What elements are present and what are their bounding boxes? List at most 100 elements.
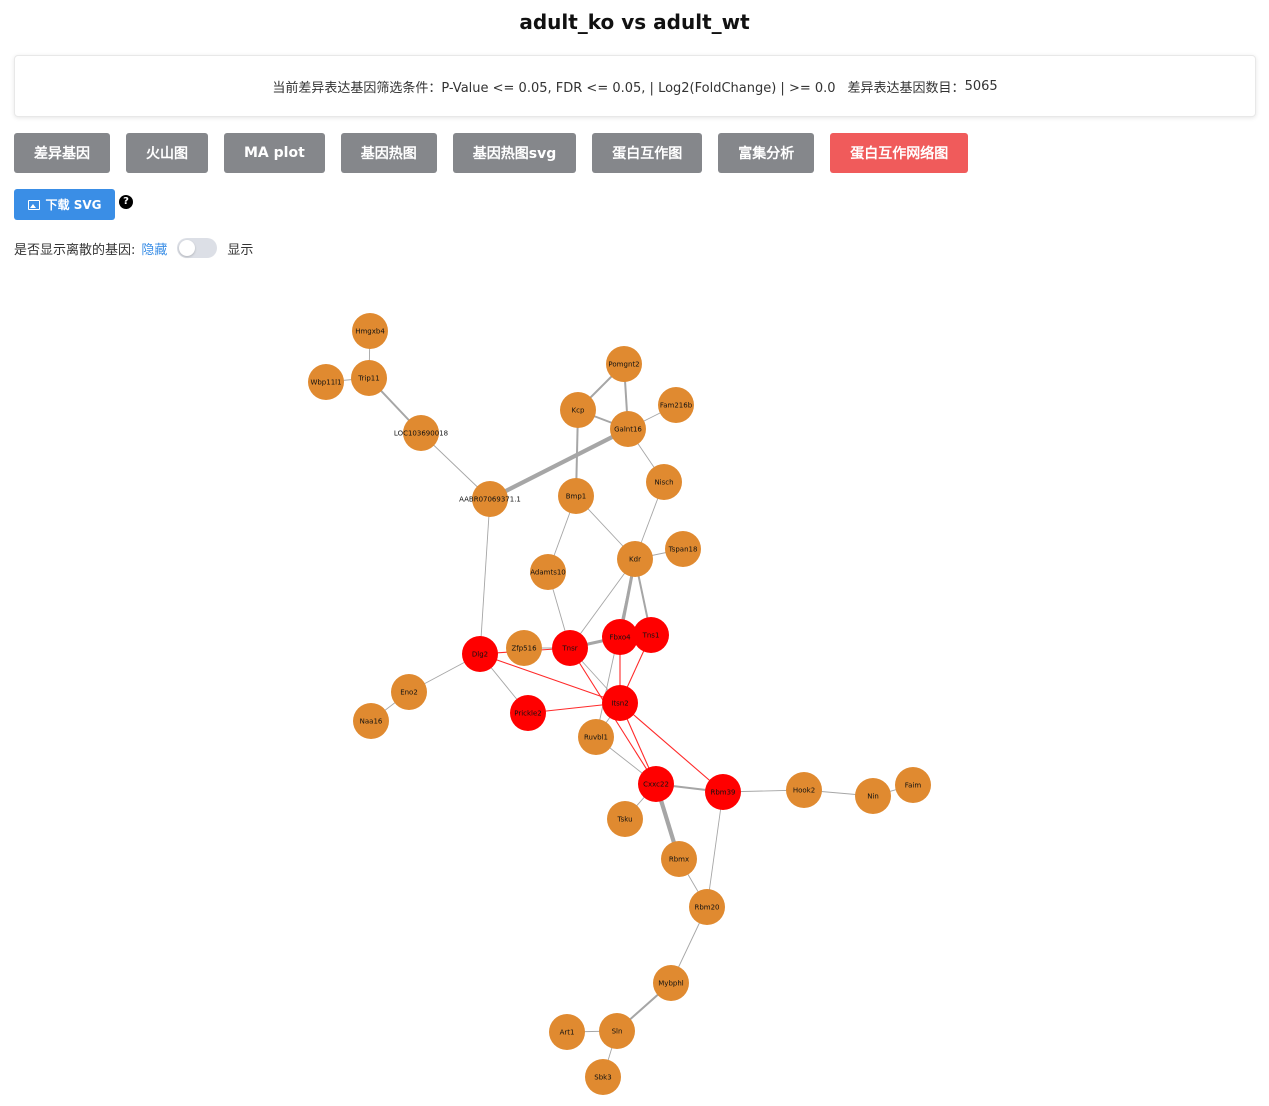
node-aabr07069371-1[interactable]: AABR07069371.1 bbox=[459, 481, 521, 517]
node-kcp[interactable]: Kcp bbox=[560, 392, 596, 428]
node-hmgxb4[interactable]: Hmgxb4 bbox=[352, 313, 388, 349]
deg-count-value: 5065 bbox=[964, 78, 998, 94]
node-dlg2[interactable]: Dlg2 bbox=[462, 636, 498, 672]
node-prickle2[interactable]: Prickle2 bbox=[510, 695, 546, 731]
node-rbm39[interactable]: Rbm39 bbox=[705, 774, 741, 810]
node-circle[interactable] bbox=[599, 1013, 635, 1049]
node-naa16[interactable]: Naa16 bbox=[353, 703, 389, 739]
node-circle[interactable] bbox=[462, 636, 498, 672]
node-circle[interactable] bbox=[510, 695, 546, 731]
node-circle[interactable] bbox=[602, 619, 638, 655]
node-circle[interactable] bbox=[472, 481, 508, 517]
tab-enrichment-analysis[interactable]: 富集分析 bbox=[718, 133, 815, 173]
download-svg-button[interactable]: 下载 SVG bbox=[14, 189, 115, 220]
tab-protein-interaction[interactable]: 蛋白互作图 bbox=[592, 133, 703, 173]
tab-ppi-network[interactable]: 蛋白互作网络图 bbox=[830, 133, 969, 173]
node-itsn2[interactable]: Itsn2 bbox=[602, 685, 638, 721]
edge-dlg2-itsn2 bbox=[479, 653, 621, 704]
node-label: Fbxo4 bbox=[609, 634, 631, 642]
isolated-genes-switch[interactable] bbox=[177, 238, 218, 258]
tab-gene-heatmap[interactable]: 基因热图 bbox=[340, 133, 437, 173]
node-zfp516[interactable]: Zfp516 bbox=[506, 630, 542, 666]
node-hook2[interactable]: Hook2 bbox=[786, 772, 822, 808]
node-kdr[interactable]: Kdr bbox=[617, 541, 653, 577]
show-option-label[interactable]: 显示 bbox=[227, 242, 254, 258]
node-circle[interactable] bbox=[786, 772, 822, 808]
node-circle[interactable] bbox=[602, 685, 638, 721]
node-circle[interactable] bbox=[646, 464, 682, 500]
node-circle[interactable] bbox=[391, 674, 427, 710]
node-fbxo4[interactable]: Fbxo4 bbox=[602, 619, 638, 655]
node-circle[interactable] bbox=[665, 531, 701, 567]
node-circle[interactable] bbox=[617, 541, 653, 577]
node-label: Art1 bbox=[560, 1029, 575, 1037]
node-circle[interactable] bbox=[661, 841, 697, 877]
node-circle[interactable] bbox=[558, 478, 594, 514]
node-nin[interactable]: Nin bbox=[855, 778, 891, 814]
node-label: Nin bbox=[867, 793, 879, 801]
download-svg-label: 下载 SVG bbox=[45, 198, 102, 212]
node-circle[interactable] bbox=[638, 766, 674, 802]
node-circle[interactable] bbox=[352, 313, 388, 349]
node-circle[interactable] bbox=[610, 411, 646, 447]
node-circle[interactable] bbox=[606, 346, 642, 382]
node-galnt16[interactable]: Galnt16 bbox=[610, 411, 646, 447]
help-icon[interactable]: ? bbox=[119, 195, 133, 209]
node-label: Kdr bbox=[629, 556, 641, 564]
node-label: AABR07069371.1 bbox=[459, 496, 521, 504]
node-circle[interactable] bbox=[895, 767, 931, 803]
node-eno2[interactable]: Eno2 bbox=[391, 674, 427, 710]
node-trip11[interactable]: Trip11 bbox=[351, 360, 387, 396]
node-loc103690018[interactable]: LOC103690018 bbox=[394, 415, 448, 451]
node-cxxc22[interactable]: Cxxc22 bbox=[638, 766, 674, 802]
node-circle[interactable] bbox=[607, 801, 643, 837]
node-faim[interactable]: Faim bbox=[895, 767, 931, 803]
node-circle[interactable] bbox=[530, 554, 566, 590]
node-circle[interactable] bbox=[689, 889, 725, 925]
node-circle[interactable] bbox=[403, 415, 439, 451]
node-circle[interactable] bbox=[855, 778, 891, 814]
node-pomgnt2[interactable]: Pomgnt2 bbox=[606, 346, 642, 382]
node-circle[interactable] bbox=[552, 630, 588, 666]
image-icon bbox=[27, 199, 40, 210]
node-fam216b[interactable]: Fam216b bbox=[658, 387, 694, 423]
node-ruvbl1[interactable]: Ruvbl1 bbox=[578, 719, 614, 755]
node-circle[interactable] bbox=[308, 364, 344, 400]
hide-option-label[interactable]: 隐藏 bbox=[141, 242, 168, 258]
node-mybphl[interactable]: Mybphl bbox=[653, 965, 689, 1001]
node-label: Rbm39 bbox=[710, 789, 735, 797]
node-rbmx[interactable]: Rbmx bbox=[661, 841, 697, 877]
node-circle[interactable] bbox=[506, 630, 542, 666]
node-adamts10[interactable]: Adamts10 bbox=[530, 554, 566, 590]
node-circle[interactable] bbox=[353, 703, 389, 739]
tab-ma-plot[interactable]: MA plot bbox=[224, 133, 325, 173]
node-sbk3[interactable]: Sbk3 bbox=[585, 1059, 621, 1095]
node-label: Hmgxb4 bbox=[355, 328, 385, 336]
node-circle[interactable] bbox=[578, 719, 614, 755]
node-tns1[interactable]: Tns1 bbox=[633, 617, 669, 653]
node-tsku[interactable]: Tsku bbox=[607, 801, 643, 837]
node-nisch[interactable]: Nisch bbox=[646, 464, 682, 500]
node-label: Zfp516 bbox=[511, 645, 537, 653]
node-sln[interactable]: Sln bbox=[599, 1013, 635, 1049]
node-circle[interactable] bbox=[653, 965, 689, 1001]
node-circle[interactable] bbox=[585, 1059, 621, 1095]
analysis-tabs: 差异基因 火山图 MA plot 基因热图 基因热图svg 蛋白互作图 富集分析… bbox=[14, 133, 969, 173]
node-tspan18[interactable]: Tspan18 bbox=[665, 531, 701, 567]
node-wbp11l1[interactable]: Wbp11l1 bbox=[308, 364, 344, 400]
node-rbm20[interactable]: Rbm20 bbox=[689, 889, 725, 925]
node-circle[interactable] bbox=[705, 774, 741, 810]
switch-knob bbox=[179, 240, 196, 256]
tab-gene-heatmap-svg[interactable]: 基因热图svg bbox=[452, 133, 577, 173]
node-tnsr[interactable]: Tnsr bbox=[552, 630, 588, 666]
node-circle[interactable] bbox=[633, 617, 669, 653]
node-circle[interactable] bbox=[560, 392, 596, 428]
tab-differential-genes[interactable]: 差异基因 bbox=[14, 133, 110, 173]
tab-volcano-plot[interactable]: 火山图 bbox=[126, 133, 208, 173]
node-circle[interactable] bbox=[549, 1014, 585, 1050]
node-circle[interactable] bbox=[351, 360, 387, 396]
node-bmp1[interactable]: Bmp1 bbox=[558, 478, 594, 514]
node-art1[interactable]: Art1 bbox=[549, 1014, 585, 1050]
node-circle[interactable] bbox=[658, 387, 694, 423]
